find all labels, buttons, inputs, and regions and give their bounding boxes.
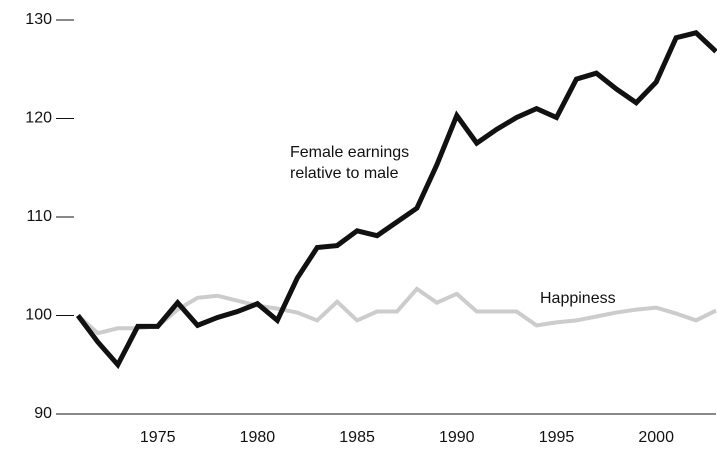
x-tick-label: 1990: [439, 429, 475, 446]
x-tick-label: 1995: [539, 429, 575, 446]
x-tick-label: 1975: [140, 429, 176, 446]
x-tick-label: 1985: [339, 429, 375, 446]
y-tick-label: 90: [34, 405, 52, 422]
x-tick-label: 1980: [240, 429, 276, 446]
series-line: [76, 286, 717, 336]
y-tick-label: 130: [25, 11, 52, 28]
y-tick-label: 100: [25, 307, 52, 324]
y-tick-label: 110: [26, 208, 52, 225]
series-line: [75, 30, 717, 370]
x-tick-label: 2000: [638, 429, 674, 446]
series-label: Happiness: [540, 290, 616, 307]
y-tick-label: 120: [25, 110, 52, 127]
series-label: Female earnings relative to male: [290, 144, 410, 182]
